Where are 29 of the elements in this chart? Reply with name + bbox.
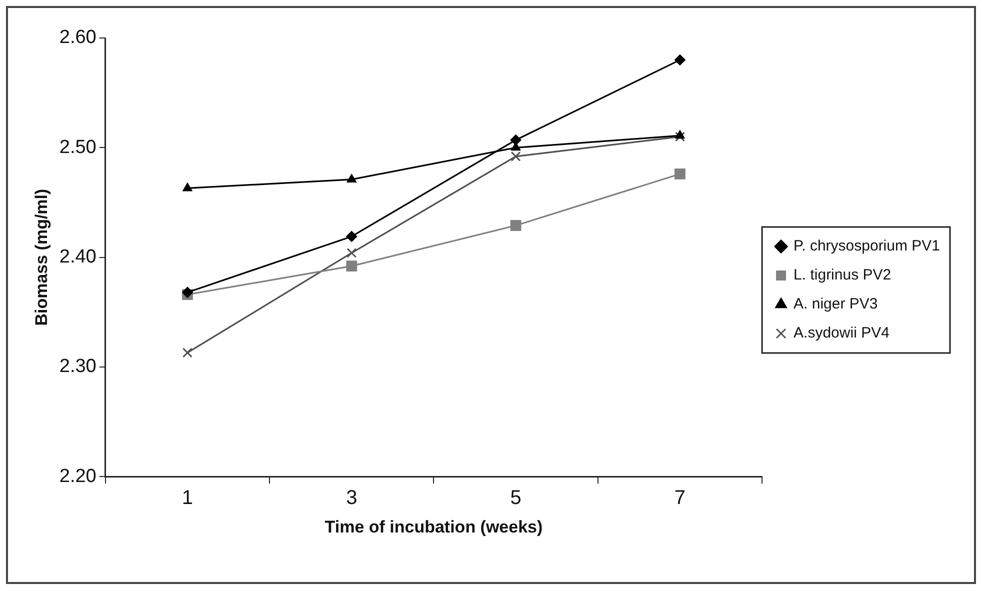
point — [182, 348, 192, 358]
y-tick-label: 2.50 — [59, 136, 96, 158]
point — [510, 134, 522, 146]
y-tick-label: 2.20 — [59, 466, 96, 487]
x-tick-label: 1 — [182, 487, 194, 510]
x-tick-label: 5 — [510, 487, 522, 510]
x-tick-label: 3 — [346, 487, 358, 510]
point — [674, 168, 686, 180]
x-axis-title: Time of incubation (weeks) — [324, 517, 543, 536]
point — [510, 220, 522, 231]
point — [674, 54, 686, 66]
legend-label: A.sydowii PV4 — [794, 324, 890, 342]
y-tick-label: 2.60 — [59, 27, 96, 48]
point — [346, 230, 358, 242]
legend-label: P. chrysosporium PV1 — [794, 238, 940, 255]
point — [510, 151, 521, 162]
point — [182, 286, 193, 298]
point — [346, 174, 356, 182]
y-tick-label: 2.30 — [59, 356, 96, 378]
legend-label: A. niger PV3 — [794, 296, 878, 313]
y-tick-label: 2.40 — [59, 246, 96, 268]
point — [346, 260, 358, 272]
point — [675, 130, 685, 139]
y-axis-title: Biomass (mg/ml) — [32, 188, 51, 326]
point — [346, 248, 357, 258]
point — [182, 182, 192, 192]
legend-label: L. tigrinus PV2 — [794, 266, 892, 284]
x-tick-label: 7 — [674, 487, 686, 510]
point — [674, 132, 685, 142]
